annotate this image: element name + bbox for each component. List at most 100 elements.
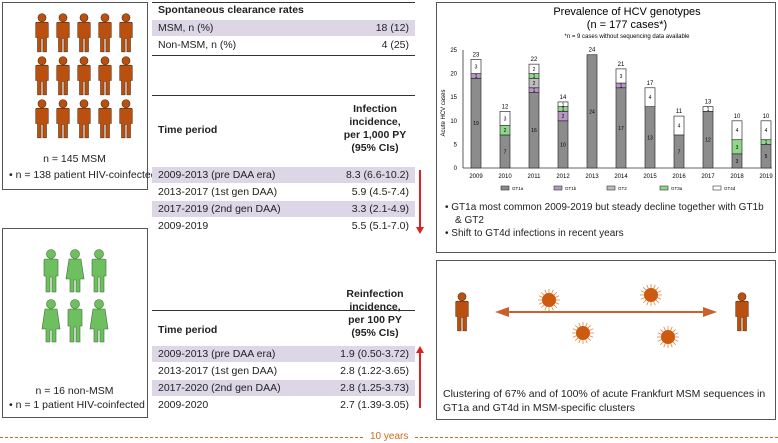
segment-label: 5 [765,154,768,160]
segment-label: 7 [504,149,507,155]
hdr-line: Infection [353,103,397,115]
table-row: 2009-2013 (pre DAA era) 8.3 (6.6-10.2) [152,167,415,183]
segment-label: 1 [620,83,623,89]
finding-text: Shift to GT4d infections in recent years [451,228,624,239]
legend-swatch [606,185,616,191]
genotype-chart-box: Prevalence of HCV genotypes (n = 177 cas… [436,2,776,253]
segment-label: 19 [473,121,479,127]
bar-total-label: 22 [531,57,538,63]
nonmsm-cohort-box: n = 16 non-MSM • n = 1 patient HIV-coinf… [2,228,148,418]
segment-label: 3 [620,74,623,80]
segment-label: 4 [678,124,681,130]
person-icon [98,56,112,96]
bar-total-label: 17 [647,81,654,87]
divider [152,310,415,311]
divider [152,55,415,56]
x-tick-label: 2019 [759,174,773,180]
msm-people-icons [33,13,143,139]
x-tick-label: 2013 [585,174,599,180]
finding-item: • GT1a most common 2009-2019 but steady … [445,202,764,226]
decline-arrow [419,170,421,228]
x-tick-label: 2014 [614,174,628,180]
bar-segment-gt4d [731,120,743,141]
x-tick-label: 2012 [556,174,570,180]
genotype-chart: Prevalence of HCV genotypes (n = 177 cas… [441,6,773,191]
y-tick-label: 20 [450,72,457,78]
bar-segment-gt4d [644,87,656,107]
row-label: 2009-2013 (pre DAA era) [158,169,276,181]
person-icon [91,249,107,293]
row-label: 2009-2013 (pre DAA era) [158,348,276,360]
row-label: Non-MSM, n (%) [158,39,237,51]
transmission-illustration [455,284,749,348]
segment-label: 1 [707,107,710,113]
table-row: 2017-2020 (2nd gen DAA) 2.8 (1.25-3.73) [152,380,415,396]
x-tick-label: 2015 [643,174,657,180]
segment-label: 16 [531,128,537,134]
hdr-line: incidence, [349,301,401,313]
segment-label: 4 [765,128,768,134]
row-label: 2009-2020 [158,399,209,411]
segment-label: 10 [560,142,566,148]
hdr-line: incidence, [349,116,401,128]
row-label: 2017-2019 (2nd gen DAA) [158,203,281,215]
y-tick-label: 5 [454,142,458,148]
person-icon [735,291,749,332]
hdr-line: Reinfection [346,288,404,300]
table-row: 2013-2017 (1st gen DAA) 5.9 (4.5-7.4) [152,184,415,200]
bar-segment-gt4d [673,115,685,136]
x-tick-label: 2009 [469,174,483,180]
segment-label: 3 [475,65,478,71]
person-icon [119,13,133,53]
legend-label: GT3a [671,186,683,191]
x-tick-label: 2011 [528,174,542,180]
y-tick-label: 25 [450,48,457,54]
row-value: 2.8 (1.22-3.65) [340,365,409,377]
segment-label: 3 [504,116,507,122]
row-label: MSM, n (%) [158,22,214,34]
segment-label: 2 [562,114,565,120]
arrow-head-down [416,227,424,234]
row-value: 2.8 (1.25-3.73) [340,382,409,394]
arrow-head-right [703,307,717,317]
person-icon [35,56,49,96]
arrow-head-up [416,346,424,353]
row-value: 5.5 (5.1-7.0) [351,220,409,232]
bar-segment-gt4d [557,101,569,107]
x-tick-label: 2017 [701,174,715,180]
y-tick-label: 15 [450,95,457,101]
bar-segment-gt4d [528,63,540,74]
table-row: 2017-2019 (2nd gen DAA) 3.3 (2.1-4.9) [152,201,415,217]
segment-label: 4 [736,128,739,134]
table-row: 2009-2013 (pre DAA era) 1.9 (0.50-3.72) [152,346,415,362]
findings-list: • GT1a most common 2009-2019 but steady … [445,201,770,240]
x-tick-label: 2018 [730,174,744,180]
infection-col1: Time period [158,124,218,136]
bar-total-label: 21 [618,62,625,68]
y-tick-label: 0 [454,166,458,172]
segment-label: 1 [533,74,536,80]
person-icon [98,99,112,139]
person-icon [41,299,61,343]
row-value: 4 (25) [381,39,409,51]
legend-label: GT1b [565,186,577,191]
row-label: 2017-2020 (2nd gen DAA) [158,382,281,394]
row-label: 2009-2019 [158,220,209,232]
segment-label: 3 [736,145,739,151]
clearance-title: Spontaneous clearance rates [158,4,304,16]
virus-icon [640,284,662,306]
msm-hiv: • n = 138 patient HIV-coinfected [9,169,157,181]
reinfection-col2: Reinfection incidence, per 100 PY (95% C… [330,288,420,340]
virus-icons [538,284,679,348]
table-row: 2009-2019 5.5 (5.1-7.0) [152,218,415,234]
row-value: 5.9 (4.5-7.4) [351,186,409,198]
increase-arrow [419,352,421,408]
segment-label: 1 [533,88,536,94]
person-icon [119,99,133,139]
virus-icon [572,322,594,344]
virus-icon [657,326,679,348]
segment-label: 1 [562,107,565,113]
virus-icon [538,289,560,311]
segment-label: 7 [678,149,681,155]
bar-segment-gt4d [499,111,511,126]
